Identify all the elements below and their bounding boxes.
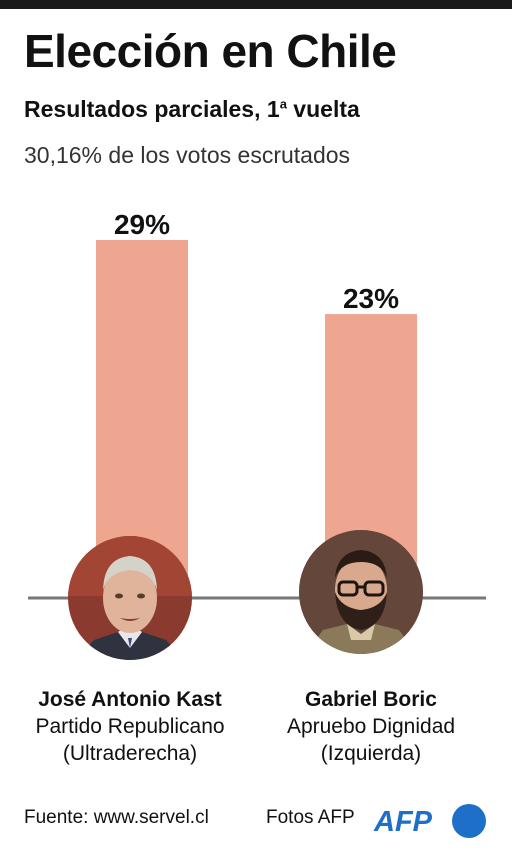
candidate-party: Partido Republicano	[35, 715, 225, 738]
candidate-ideology: (Izquierda)	[320, 742, 422, 765]
svg-text:AFP: AFP	[373, 806, 433, 838]
candidate-label-kast: José Antonio Kast Partido Republicano (U…	[15, 686, 245, 767]
candidate-ideology: (Ultraderecha)	[62, 742, 198, 765]
candidate-name: Gabriel Boric	[305, 688, 437, 711]
counted-votes-note: 30,16% de los votos escrutados	[24, 142, 351, 168]
top-bar	[0, 0, 512, 9]
data-label: 29%	[114, 209, 170, 240]
footer: Fuente: www.servel.cl Fotos AFP AFP	[0, 804, 512, 838]
candidate-party: Apruebo Dignidad	[286, 715, 456, 738]
afp-logo: AFP	[373, 804, 486, 838]
photo-credit: Fotos AFP	[266, 807, 355, 828]
page-title: Elección en Chile	[24, 25, 397, 77]
source-text: Fuente: www.servel.cl	[24, 807, 209, 828]
data-label: 23%	[343, 283, 399, 314]
candidate-photo-boric	[299, 530, 423, 654]
candidate-label-boric: Gabriel Boric Apruebo Dignidad (Izquierd…	[256, 686, 486, 767]
candidate-photo-kast	[68, 536, 192, 660]
chart-subtitle: Resultados parciales, 1a vuelta	[24, 96, 360, 122]
candidate-name: José Antonio Kast	[38, 688, 222, 711]
